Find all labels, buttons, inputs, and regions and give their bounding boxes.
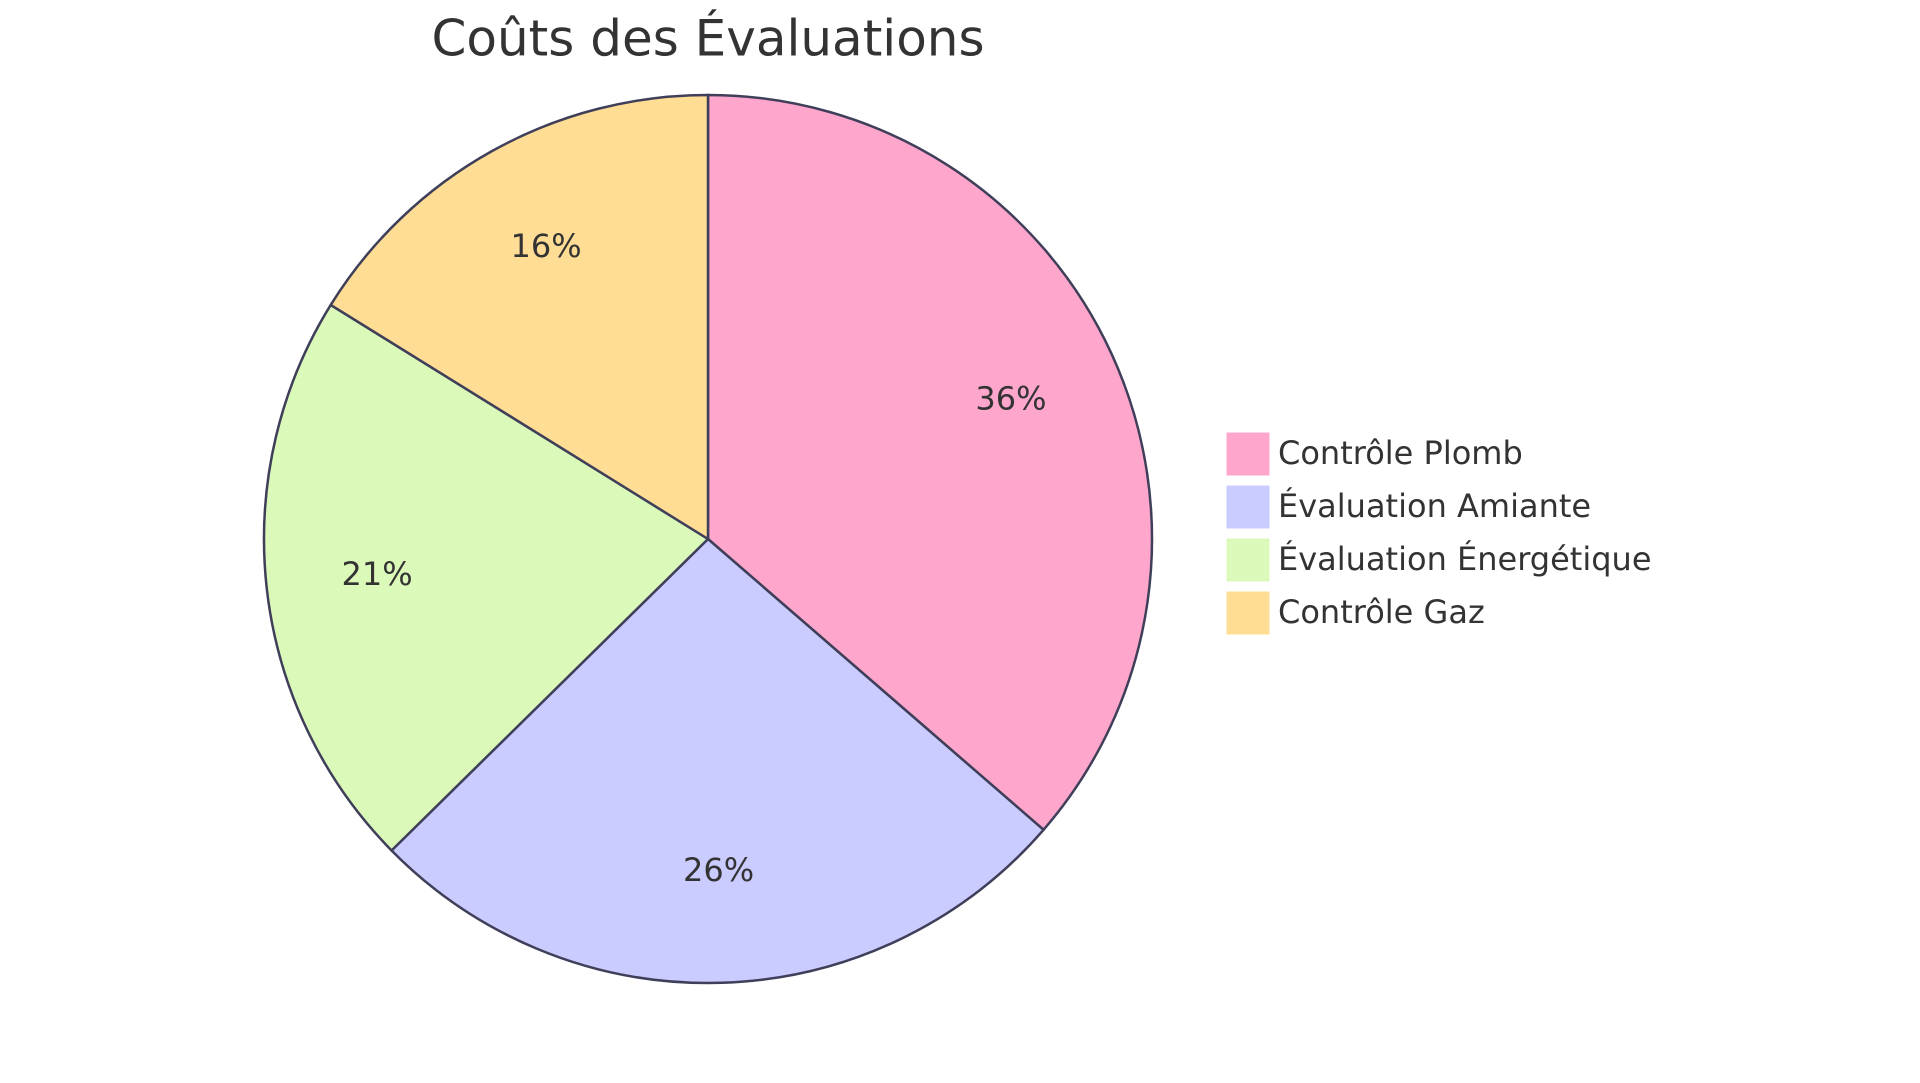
- pie-slice: [262, 303, 711, 853]
- legend-swatch: [1225, 484, 1271, 530]
- slice-label: 26%: [683, 851, 754, 889]
- legend-label: Évaluation Amiante: [1278, 487, 1591, 525]
- pie-slice: [329, 93, 710, 542]
- pie-slice: [706, 93, 1154, 832]
- legend-swatch: [1225, 537, 1271, 583]
- legend-label: Contrôle Gaz: [1278, 593, 1485, 631]
- legend-label: Contrôle Plomb: [1278, 434, 1523, 472]
- legend-swatch: [1225, 431, 1271, 477]
- legend-swatch: [1225, 590, 1271, 636]
- slice-label: 16%: [511, 227, 582, 265]
- slice-label: 36%: [975, 380, 1046, 418]
- slice-label: 21%: [341, 555, 412, 593]
- chart-title: Coûts des Évaluations: [431, 9, 984, 68]
- legend-label: Évaluation Énergétique: [1278, 540, 1652, 578]
- pie-slice: [389, 537, 1046, 985]
